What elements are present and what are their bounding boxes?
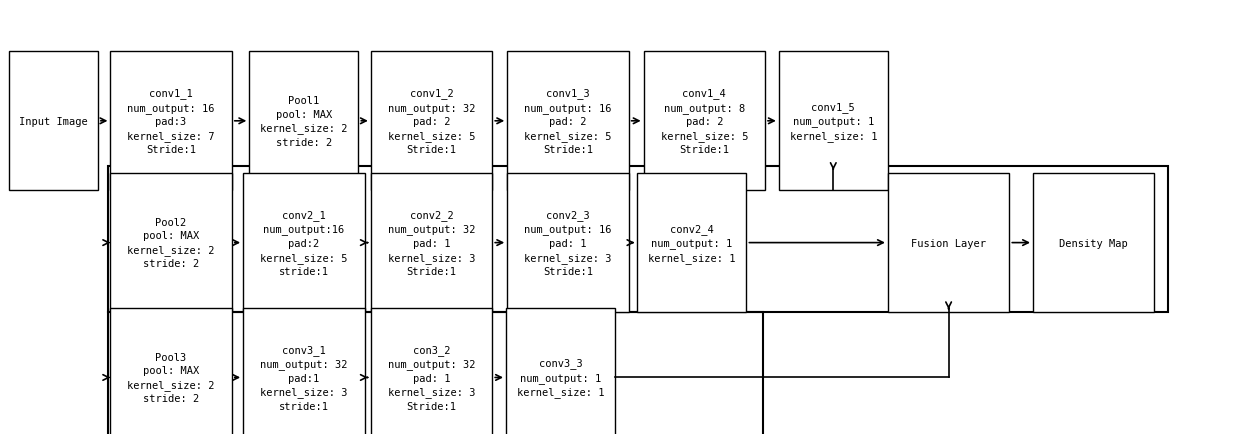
Bar — [637, 174, 746, 312]
Bar — [243, 174, 365, 312]
Text: Pool1
pool: MAX
kernel_size: 2
stride: 2: Pool1 pool: MAX kernel_size: 2 stride: 2 — [260, 96, 347, 147]
Text: conv1_5
num_output: 1
kernel_size: 1: conv1_5 num_output: 1 kernel_size: 1 — [790, 102, 877, 141]
Text: Fusion Layer: Fusion Layer — [911, 238, 986, 248]
Bar — [110, 52, 232, 191]
Bar — [779, 52, 888, 191]
Bar — [888, 174, 1009, 312]
Bar — [644, 52, 765, 191]
Text: conv1_1
num_output: 16
pad:3
kernel_size: 7
Stride:1: conv1_1 num_output: 16 pad:3 kernel_size… — [128, 88, 215, 155]
Text: conv2_3
num_output: 16
pad: 1
kernel_size: 3
Stride:1: conv2_3 num_output: 16 pad: 1 kernel_siz… — [525, 210, 611, 276]
Text: Density Map: Density Map — [1059, 238, 1128, 248]
Text: conv3_1
num_output: 32
pad:1
kernel_size: 3
stride:1: conv3_1 num_output: 32 pad:1 kernel_size… — [260, 344, 347, 411]
Bar — [108, 312, 763, 434]
Bar — [249, 52, 358, 191]
Text: conv2_2
num_output: 32
pad: 1
kernel_size: 3
Stride:1: conv2_2 num_output: 32 pad: 1 kernel_siz… — [388, 210, 475, 276]
Bar — [9, 52, 98, 191]
Bar — [371, 52, 492, 191]
Text: conv2_1
num_output:16
pad:2
kernel_size: 5
stride:1: conv2_1 num_output:16 pad:2 kernel_size:… — [260, 210, 347, 276]
Bar — [243, 308, 365, 434]
Bar — [371, 174, 492, 312]
Bar — [108, 167, 1168, 312]
Bar — [110, 174, 232, 312]
Text: Input Image: Input Image — [19, 117, 88, 126]
Text: conv1_3
num_output: 16
pad: 2
kernel_size: 5
Stride:1: conv1_3 num_output: 16 pad: 2 kernel_siz… — [525, 88, 611, 155]
Bar — [1033, 174, 1154, 312]
Text: Pool3
pool: MAX
kernel_size: 2
stride: 2: Pool3 pool: MAX kernel_size: 2 stride: 2 — [128, 352, 215, 403]
Text: conv3_3
num_output: 1
kernel_size: 1: conv3_3 num_output: 1 kernel_size: 1 — [517, 358, 604, 398]
Bar — [507, 52, 629, 191]
Text: conv2_4
num_output: 1
kernel_size: 1: conv2_4 num_output: 1 kernel_size: 1 — [649, 223, 735, 263]
Text: conv1_2
num_output: 32
pad: 2
kernel_size: 5
Stride:1: conv1_2 num_output: 32 pad: 2 kernel_siz… — [388, 88, 475, 155]
Bar — [507, 174, 629, 312]
Bar — [506, 308, 615, 434]
Text: conv1_4
num_output: 8
pad: 2
kernel_size: 5
Stride:1: conv1_4 num_output: 8 pad: 2 kernel_size… — [661, 88, 748, 155]
Bar — [371, 308, 492, 434]
Text: con3_2
num_output: 32
pad: 1
kernel_size: 3
Stride:1: con3_2 num_output: 32 pad: 1 kernel_size… — [388, 344, 475, 411]
Text: Pool2
pool: MAX
kernel_size: 2
stride: 2: Pool2 pool: MAX kernel_size: 2 stride: 2 — [128, 217, 215, 269]
Bar — [110, 308, 232, 434]
